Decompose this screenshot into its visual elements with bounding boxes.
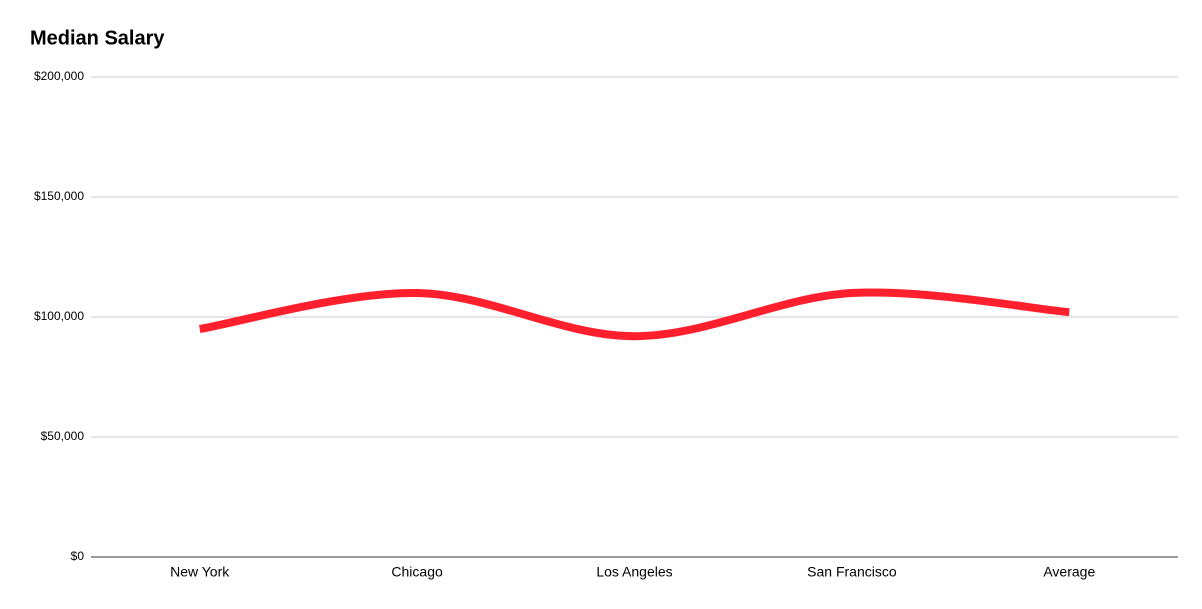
x-tick-label: Los Angeles: [596, 564, 672, 580]
y-tick-label: $200,000: [34, 69, 84, 83]
y-tick-label: $0: [71, 549, 85, 563]
x-tick-label: San Francisco: [807, 564, 897, 580]
x-tick-label: Chicago: [391, 564, 443, 580]
line: [199, 288, 1070, 341]
x-tick-label: New York: [170, 564, 230, 580]
y-tick-label: $100,000: [34, 309, 84, 323]
chart-title: Median Salary: [30, 27, 165, 49]
y-tick-label: $150,000: [34, 189, 84, 203]
x-tick-label: Average: [1043, 564, 1095, 580]
y-tick-label: $50,000: [41, 429, 85, 443]
